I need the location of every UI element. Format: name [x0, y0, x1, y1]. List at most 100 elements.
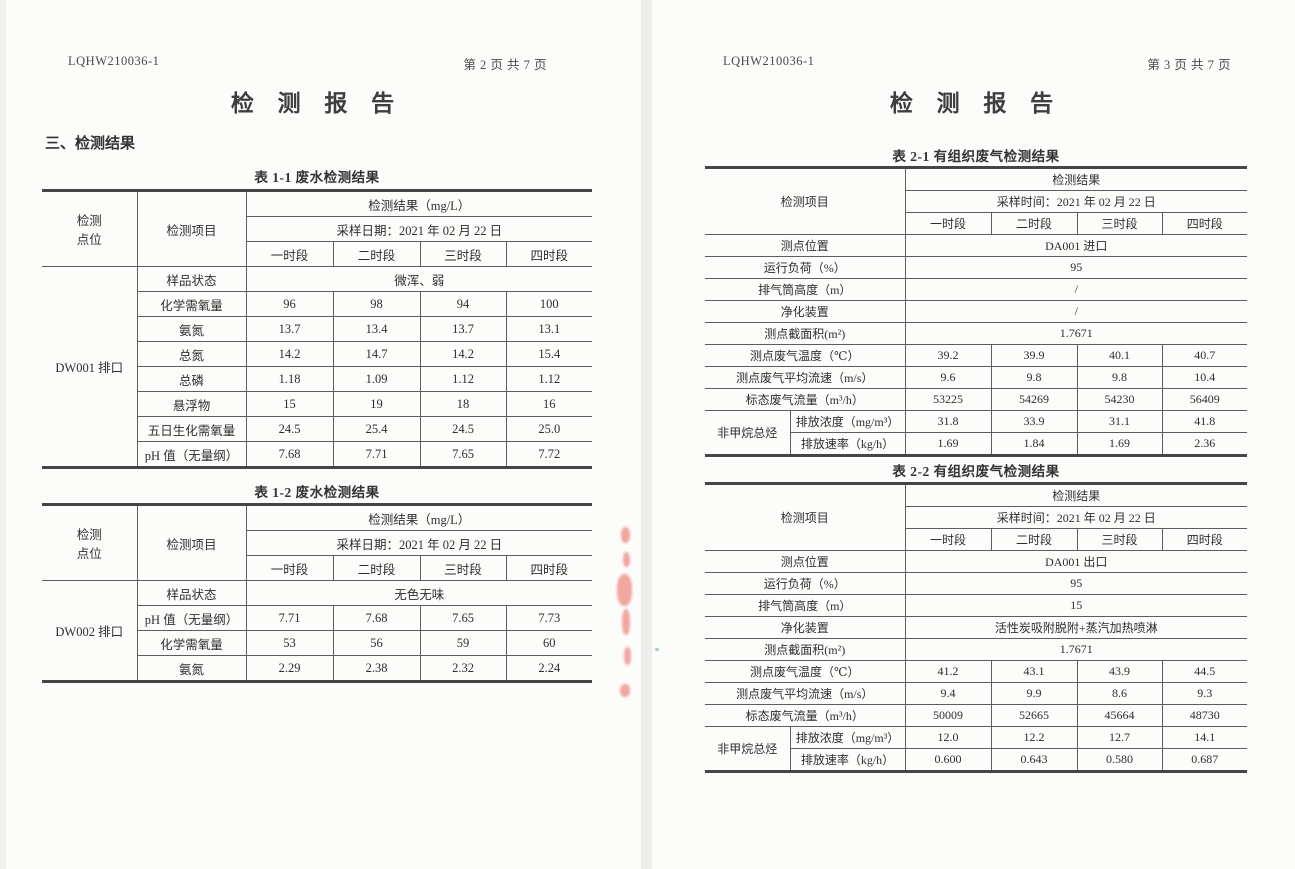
table-cell: 43.9 — [1076, 660, 1163, 683]
document-number: LQHW210036-1 — [68, 54, 160, 68]
table-cell: 标态废气流量（m³/h） — [705, 704, 906, 727]
table-cell: 测点截面积(m²) — [705, 638, 906, 661]
table-cell: 25.0 — [505, 416, 593, 442]
table-cell: 采样时间：2021 年 02 月 22 日 — [904, 506, 1248, 529]
table-cell: 100 — [505, 291, 593, 317]
page-number: 第 2 页 共 7 页 — [463, 58, 547, 72]
table-cell: 2.36 — [1161, 432, 1248, 456]
table-cell: 9.8 — [990, 366, 1078, 389]
page-header: LQHW210036-1 第 3 页 共 7 页 — [723, 54, 1231, 73]
table-cell: 15 — [904, 594, 1248, 617]
table-cell: 56 — [332, 630, 421, 656]
table-cell: 9.9 — [990, 682, 1078, 705]
table-cell: 排放浓度（mg/m³） — [789, 726, 906, 749]
table-cell: 检测 点位 — [42, 190, 138, 267]
table-cell: 活性炭吸附脱附+蒸汽加热喷淋 — [904, 616, 1248, 639]
table-cell: 四时段 — [505, 555, 593, 581]
table-cell: 54230 — [1076, 388, 1163, 411]
red-ink-artifact — [617, 574, 632, 606]
table-cell: 59 — [419, 630, 507, 656]
red-ink-artifact — [621, 527, 630, 543]
red-ink-artifact — [624, 647, 631, 665]
red-ink-artifact — [620, 684, 630, 697]
table-cell: 总磷 — [136, 366, 247, 392]
table-cell: / — [904, 278, 1248, 301]
table-cell: 14.1 — [1161, 726, 1248, 749]
table-cell: 运行负荷（%） — [705, 256, 906, 279]
table-cell: 98 — [332, 291, 421, 317]
table-cell: 0.643 — [990, 748, 1078, 772]
table-cell: 测点废气平均流速（m/s） — [705, 366, 906, 389]
table-cell: 45664 — [1076, 704, 1163, 727]
table-cell: 43.1 — [990, 660, 1078, 683]
table-cell: 94 — [419, 291, 507, 317]
table-cell: 测点位置 — [705, 234, 906, 257]
table-cell: 40.7 — [1161, 344, 1248, 367]
table-cell: 52665 — [990, 704, 1078, 727]
table-cell: 7.68 — [245, 441, 334, 468]
table-cell: 8.6 — [1076, 682, 1163, 705]
table-cell: 一时段 — [904, 212, 992, 235]
table-cell: 41.2 — [904, 660, 992, 683]
table-cell: 12.7 — [1076, 726, 1163, 749]
table-cell: 13.4 — [332, 316, 421, 342]
table-cell: 14.2 — [419, 341, 507, 367]
wastewater-results-table-1-2: 检测 点位 检测项目 检测结果（mg/L） 采样日期：2021 年 02 月 22 日… — [42, 503, 593, 683]
exhaust-gas-table-2-1: 检测项目 检测结果 采样时间：2021 年 02 月 22 日一时段 二时段 三时段 四时… — [705, 166, 1248, 457]
table-cell: 一时段 — [904, 528, 992, 551]
table-cell: 二时段 — [990, 212, 1078, 235]
report-page-3: LQHW210036-1 第 3 页 共 7 页 检 测 报 告 表 2-1 有… — [652, 0, 1295, 869]
table-cell: 排放速率（kg/h） — [789, 432, 906, 456]
scan-speck — [655, 648, 659, 651]
table-cell: 14.2 — [245, 341, 334, 367]
table-cell: 15.4 — [505, 341, 593, 367]
table-cell: 四时段 — [505, 241, 593, 267]
table-cell: 39.9 — [990, 344, 1078, 367]
table-cell: 一时段 — [245, 241, 334, 267]
table-cell: 12.0 — [904, 726, 992, 749]
table-cell: 53 — [245, 630, 334, 656]
exhaust-gas-table-2-2: 检测项目 检测结果 采样时间：2021 年 02 月 22 日一时段 二时段 三时段 四时… — [705, 482, 1248, 773]
red-ink-artifact — [623, 552, 630, 567]
table-cell: 运行负荷（%） — [705, 572, 906, 595]
table-cell: 1.7671 — [904, 322, 1248, 345]
table-cell: 7.71 — [245, 605, 334, 631]
table-cell: 9.8 — [1076, 366, 1163, 389]
table-cell: 总氮 — [136, 341, 247, 367]
table-cell: 7.71 — [332, 441, 421, 468]
table-cell: 氨氮 — [136, 655, 247, 682]
table-cell: 1.84 — [990, 432, 1078, 456]
table-cell: 检测项目 — [705, 483, 906, 551]
table-cell: 2.38 — [332, 655, 421, 682]
table-cell: 标态废气流量（m³/h） — [705, 388, 906, 411]
table-cell: 13.7 — [245, 316, 334, 342]
table-cell: 检测结果（mg/L） — [245, 190, 593, 217]
table-cell: 14.7 — [332, 341, 421, 367]
table-cell: 排气筒高度（m） — [705, 278, 906, 301]
table-caption-2-2: 表 2-2 有组织废气检测结果 — [892, 464, 1060, 479]
table-cell: 13.1 — [505, 316, 593, 342]
table-cell: 一时段 — [245, 555, 334, 581]
table-cell: 7.65 — [419, 605, 507, 631]
table-cell: 1.69 — [1076, 432, 1163, 456]
table-caption-2-1: 表 2-1 有组织废气检测结果 — [892, 149, 1060, 164]
table-cell: 检测 点位 — [42, 504, 138, 581]
table-cell: 样品状态 — [136, 580, 247, 606]
table-cell: 测点截面积(m²) — [705, 322, 906, 345]
table-cell: 三时段 — [419, 555, 507, 581]
table-cell: 9.6 — [904, 366, 992, 389]
page-gutter-divider — [641, 0, 652, 869]
table-cell: 三时段 — [419, 241, 507, 267]
table-cell: 二时段 — [332, 241, 421, 267]
table-cell: 1.12 — [419, 366, 507, 392]
table-cell: 9.4 — [904, 682, 992, 705]
table-cell: 测点位置 — [705, 550, 906, 573]
table-cell: 三时段 — [1076, 528, 1163, 551]
table-cell: 1.09 — [332, 366, 421, 392]
table-cell: 33.9 — [990, 410, 1078, 433]
table-cell: 微浑、弱 — [245, 266, 593, 292]
table-cell: DW001 排口 — [42, 266, 138, 468]
table-cell: 9.3 — [1161, 682, 1248, 705]
left-scan-edge — [0, 0, 6, 869]
table-cell: 非甲烷总烃 — [705, 410, 791, 456]
